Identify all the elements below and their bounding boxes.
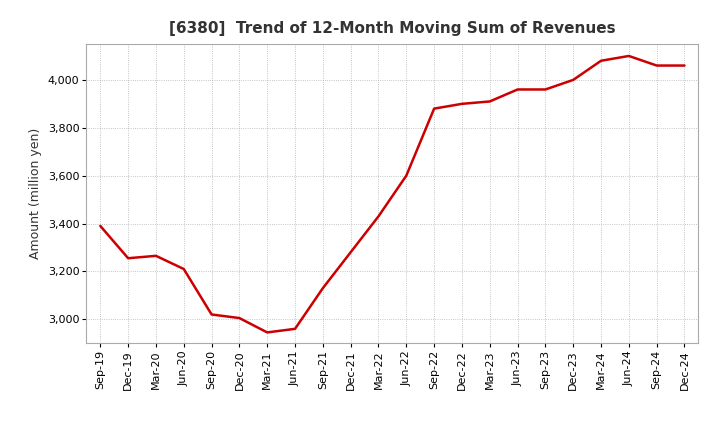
Title: [6380]  Trend of 12-Month Moving Sum of Revenues: [6380] Trend of 12-Month Moving Sum of R… xyxy=(169,21,616,36)
Y-axis label: Amount (million yen): Amount (million yen) xyxy=(30,128,42,259)
